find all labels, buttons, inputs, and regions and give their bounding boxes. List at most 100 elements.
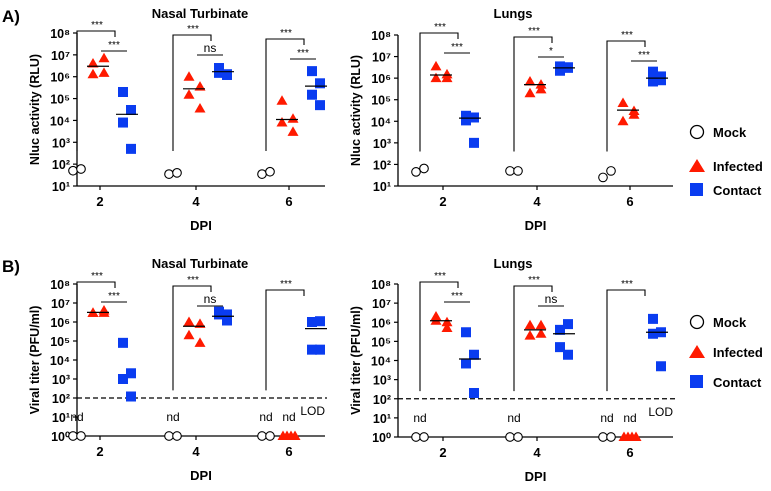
mock-marker	[265, 166, 275, 177]
x-tick-label: 4	[192, 194, 200, 209]
y-axis-label: Nluc activity (RLU)	[28, 54, 42, 165]
significance-label: ***	[451, 42, 463, 53]
y-tick-label: 10⁶	[371, 316, 391, 330]
x-axis-label: DPI	[525, 218, 547, 233]
contact-marker	[126, 391, 136, 402]
y-tick-label: 10⁵	[371, 335, 391, 349]
x-tick-label: 4	[192, 444, 200, 459]
y-tick-label: 10²	[373, 393, 391, 407]
y-axis-label: Viral titer (PFU/ml)	[28, 306, 42, 415]
chart-panel-0: Nasal Turbinate 10¹ 10² 10³ 10⁴ 10⁵ 10⁶ 10⁷ 10⁸ N…	[28, 6, 327, 233]
contact-marker	[555, 61, 565, 72]
significance-label: ***	[108, 40, 120, 51]
infected-marker	[98, 67, 110, 77]
infected-marker	[524, 330, 536, 340]
contact-marker	[126, 143, 136, 154]
infected-marker	[194, 103, 206, 113]
y-tick-label: 10²	[52, 158, 70, 172]
legend-label: Mock	[713, 125, 747, 140]
mock-marker	[265, 431, 275, 441]
y-tick-label: 10⁷	[51, 297, 70, 311]
infected-marker	[98, 52, 110, 63]
mock-marker	[68, 165, 78, 176]
x-tick-label: 6	[285, 444, 292, 459]
mock-marker	[76, 164, 86, 174]
mock-marker	[172, 167, 182, 178]
chart-title: Lungs	[494, 6, 533, 21]
x-tick-label: 2	[96, 444, 103, 459]
y-tick-label: 10⁸	[50, 278, 70, 292]
x-axis-label: DPI	[525, 469, 547, 484]
y-tick-label: 10²	[373, 158, 391, 172]
significance-label: ***	[434, 271, 446, 282]
infected-marker	[87, 68, 99, 79]
infected-marker	[524, 75, 536, 86]
contact-marker	[118, 337, 128, 348]
significance-bracket	[76, 30, 116, 152]
y-tick-label: 10⁸	[50, 27, 70, 41]
chart-title: Lungs	[494, 256, 533, 271]
contact-marker	[563, 349, 573, 360]
significance-bracket	[172, 285, 212, 391]
significance-bracket	[513, 285, 553, 392]
significance-label: ***	[280, 279, 292, 290]
y-tick-label: 10⁶	[50, 71, 70, 85]
infected-marker	[441, 72, 453, 83]
legend-label: Infected	[713, 159, 763, 174]
contact-marker	[214, 67, 224, 78]
infected-marker	[535, 328, 547, 338]
significance-bracket	[419, 32, 459, 152]
x-tick-label: 6	[285, 194, 292, 209]
lod-label: LOD	[300, 404, 325, 418]
y-tick-label: 10⁰	[51, 430, 71, 444]
mock-marker	[172, 431, 182, 441]
mock-marker	[76, 431, 86, 441]
significance-label: *	[549, 46, 553, 57]
chart-title: Nasal Turbinate	[152, 6, 249, 21]
contact-marker	[461, 327, 471, 338]
legend-label: Mock	[713, 315, 747, 330]
mock-marker	[257, 169, 267, 179]
nd-label: nd	[413, 411, 426, 425]
mock-marker	[505, 166, 515, 176]
contact-marker	[648, 328, 658, 339]
y-tick-label: 10¹	[52, 411, 70, 425]
significance-label: ***	[91, 271, 103, 282]
significance-label: ***	[621, 30, 633, 41]
infected-marker	[183, 329, 195, 340]
contact-marker	[461, 115, 471, 126]
contact-marker	[469, 112, 479, 123]
significance-label: ***	[187, 24, 199, 35]
y-tick-label: 10⁷	[51, 49, 70, 63]
mock-marker	[164, 431, 174, 441]
significance-label: ***	[451, 291, 463, 302]
x-tick-label: 4	[533, 445, 541, 460]
y-tick-label: 10⁶	[50, 316, 70, 330]
contact-marker	[315, 78, 325, 89]
mock-marker	[513, 432, 523, 442]
contact-marker	[307, 344, 317, 355]
significance-bracket	[76, 281, 116, 391]
y-tick-label: 10¹	[373, 180, 391, 194]
contact-marker	[648, 66, 658, 77]
significance-label: ns	[545, 292, 558, 306]
contact-marker	[555, 324, 565, 335]
contact-marker	[461, 358, 471, 369]
contact-marker	[307, 66, 317, 77]
y-tick-label: 10⁵	[50, 93, 70, 107]
x-tick-label: 2	[439, 445, 446, 460]
contact-marker	[656, 75, 666, 86]
infected-marker	[524, 319, 536, 330]
y-tick-label: 10³	[373, 374, 391, 388]
y-tick-label: 10⁴	[371, 115, 391, 129]
infected-marker	[430, 60, 442, 71]
y-tick-label: 10⁸	[371, 278, 391, 292]
panel-label-a: A)	[2, 7, 20, 26]
mock-marker	[411, 432, 421, 442]
y-axis-label: Viral titer (PFU/ml)	[349, 306, 363, 415]
contact-marker	[307, 317, 317, 327]
nd-label: nd	[623, 411, 636, 425]
infected-marker	[617, 115, 629, 126]
infected-marker	[287, 126, 299, 136]
significance-label: ***	[434, 22, 446, 33]
